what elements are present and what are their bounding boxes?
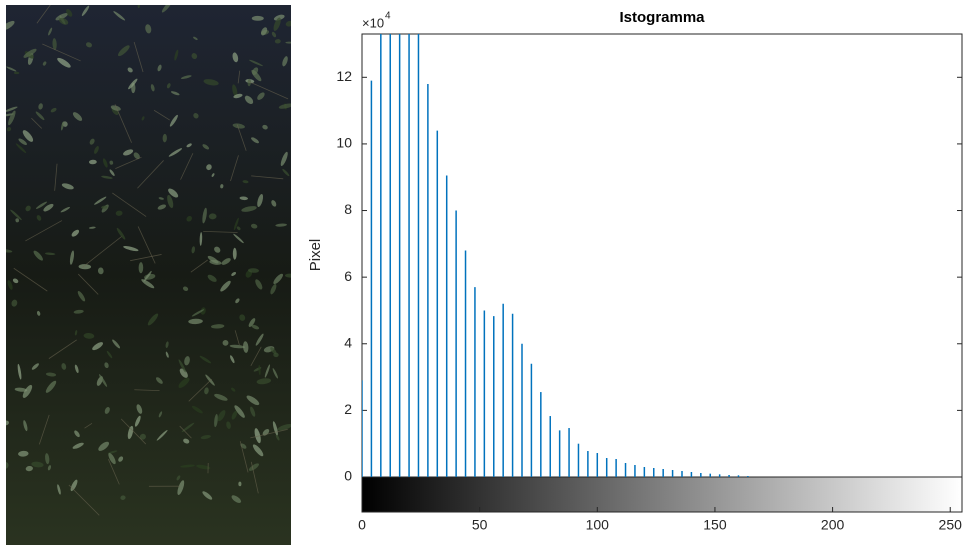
x-tick-label: 200 [821, 517, 845, 533]
y-tick-label: 8 [344, 201, 352, 217]
leaf [233, 248, 237, 260]
y-tick-label: 12 [336, 68, 352, 84]
y-multiplier: ×10 [362, 15, 384, 30]
axes-frame [362, 34, 962, 477]
photo [0, 0, 295, 545]
y-tick-label: 0 [344, 468, 352, 484]
x-tick-label: 0 [358, 517, 366, 533]
y-multiplier-exponent: 4 [385, 11, 391, 22]
y-tick-label: 6 [344, 268, 352, 284]
colorbar [362, 477, 962, 512]
plot-area [362, 0, 748, 477]
x-tick-label: 50 [472, 517, 488, 533]
x-tick-label: 250 [939, 517, 963, 533]
y-tick-label: 2 [344, 401, 352, 417]
y-tick-label: 4 [344, 334, 352, 350]
x-tick-label: 100 [586, 517, 610, 533]
y-tick-label: 10 [336, 135, 352, 151]
leaf [223, 340, 229, 346]
chart-title: Istogramma [619, 9, 705, 26]
x-tick-label: 150 [703, 517, 727, 533]
y-axis-label: Pixel [307, 239, 324, 272]
